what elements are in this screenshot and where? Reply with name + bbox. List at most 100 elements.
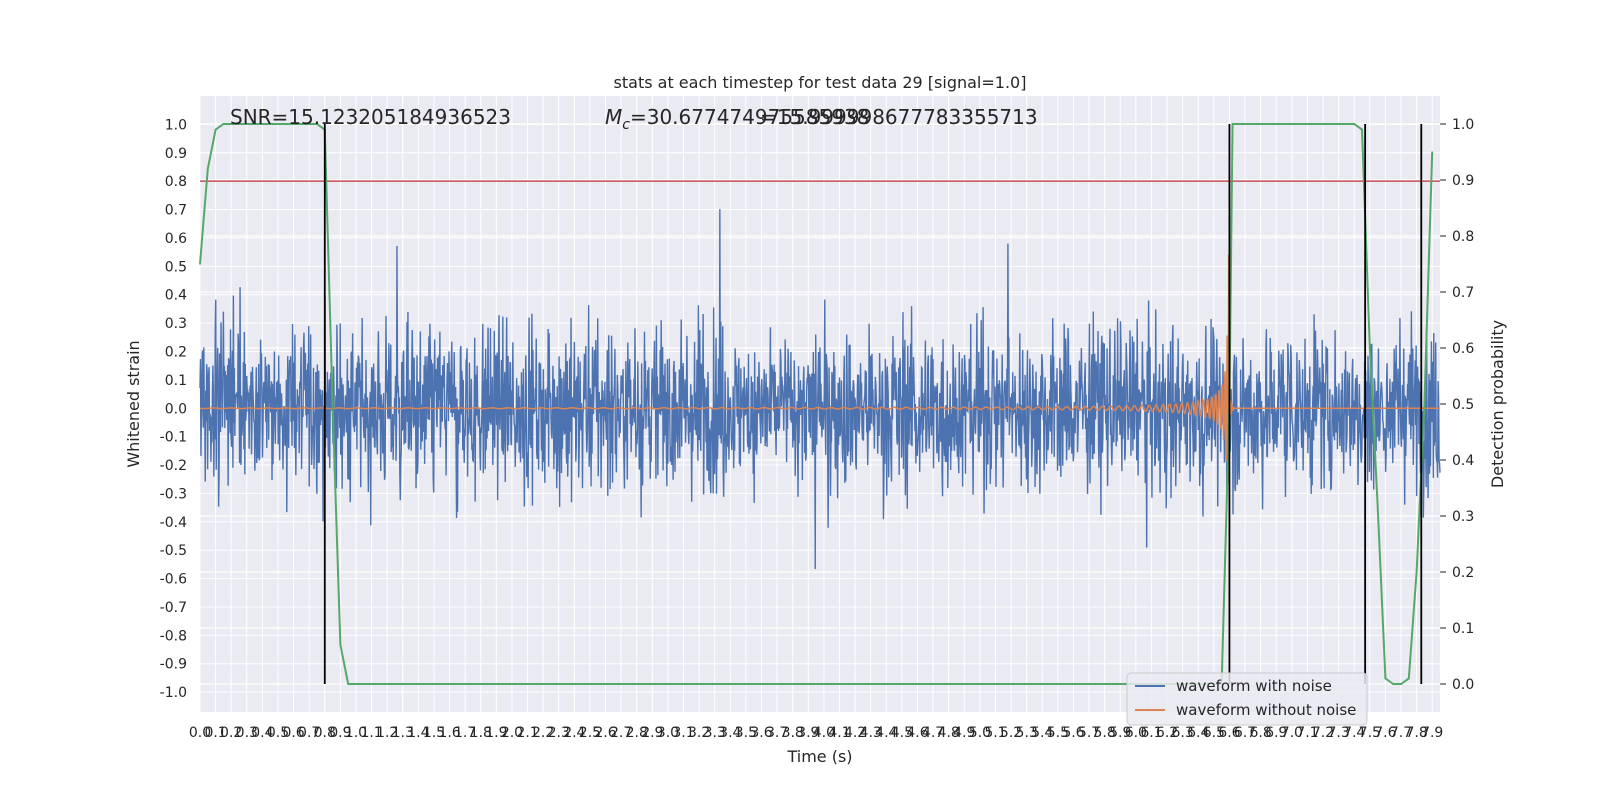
x-tick-label: 2.5: [579, 725, 601, 741]
x-tick-label: 6.3: [1172, 725, 1194, 741]
y-right-tick-label: 0.2: [1452, 565, 1474, 581]
x-tick-label: 0.3: [236, 725, 258, 741]
x-tick-label: 6.7: [1234, 725, 1256, 741]
y-right-tick-label: 1.0: [1452, 117, 1474, 133]
detection-probability-point: [230, 123, 232, 125]
x-tick-label: 3.7: [766, 725, 788, 741]
y-right-tick-label: 0.0: [1452, 677, 1474, 693]
y-tick-labels-right: 1.0 0.9 0.8 0.7 0.6 0.5 0.4 0.3 0.2 0.1 0.0: [1440, 117, 1474, 693]
x-tick-label: 0.6: [282, 725, 304, 741]
x-tick-label: 3.0: [657, 725, 679, 741]
x-tick-label: 1.2: [376, 725, 398, 741]
detection-probability-point: [1415, 571, 1418, 573]
y-right-tick-label: 0.8: [1452, 229, 1474, 245]
detection-probability-point: [1353, 123, 1356, 125]
y-tick-label: -0.8: [160, 628, 187, 644]
x-tick-label: 2.3: [548, 725, 570, 741]
detection-probability-point: [1361, 128, 1363, 131]
x-tick-label: 5.7: [1078, 725, 1100, 741]
detection-probability-point: [316, 123, 318, 125]
detection-probability-point: [206, 168, 209, 170]
x-tick-label: 2.9: [641, 725, 663, 741]
x-tick-label: 4.8: [938, 725, 960, 741]
x-tick-label: 4.7: [922, 725, 944, 741]
detection-probability-point: [1322, 123, 1324, 125]
detection-probability-point: [1244, 123, 1246, 125]
x-tick-label: 0.4: [251, 725, 273, 741]
overlapping-annotation: =15.999998677783355713: [760, 105, 1038, 129]
x-tick-label: 2.8: [626, 725, 648, 741]
y-tick-label: -0.3: [160, 486, 187, 502]
x-axis-label: Time (s): [786, 747, 852, 766]
y-right-tick-label: 0.7: [1452, 285, 1474, 301]
x-tick-label: 7.0: [1281, 725, 1303, 741]
x-tick-label: 7.9: [1421, 725, 1443, 741]
x-tick-label: 1.5: [423, 725, 445, 741]
x-tick-label: 3.1: [672, 725, 694, 741]
y-tick-label: -0.2: [160, 458, 187, 474]
detection-probability-point: [1291, 123, 1293, 125]
x-tick-label: 1.6: [438, 725, 460, 741]
detection-probability-point: [667, 683, 669, 685]
y-tick-label: 0.9: [165, 146, 187, 162]
detection-probability-point: [1231, 123, 1234, 125]
y-tick-label: 0.8: [165, 174, 187, 190]
x-tick-label: 0.1: [204, 725, 226, 741]
x-tick-label: 1.4: [407, 725, 429, 741]
x-tick-label: 2.4: [563, 725, 585, 741]
y-tick-label: 0.3: [165, 316, 187, 332]
x-tick-label: 6.9: [1265, 725, 1287, 741]
chirp-mass-symbol: M: [605, 105, 622, 129]
x-tick-label: 0.7: [298, 725, 320, 741]
detection-probability-point: [1369, 347, 1371, 349]
detection-probability-point: [979, 683, 981, 685]
y-tick-label: 0.7: [165, 203, 187, 219]
detection-probability-point: [214, 128, 217, 131]
x-tick-label: 7.3: [1327, 725, 1349, 741]
x-tick-label: 2.2: [532, 725, 554, 741]
y-right-tick-label: 0.3: [1452, 509, 1474, 525]
x-tick-label: 5.4: [1031, 725, 1053, 741]
x-tick-label: 1.8: [470, 725, 492, 741]
detection-probability-point: [1431, 151, 1434, 153]
event-lines: [323, 124, 1423, 684]
x-tick-label: 1.9: [485, 725, 507, 741]
detection-probability-point: [1384, 677, 1387, 680]
x-tick-label: 7.5: [1359, 725, 1381, 741]
legend-noise-label: waveform with noise: [1176, 677, 1332, 695]
x-tick-label: 6.8: [1249, 725, 1271, 741]
x-tick-label: 5.2: [1000, 725, 1022, 741]
detection-probability-point: [222, 123, 225, 125]
x-tick-label: 0.8: [314, 725, 336, 741]
y-right-tick-label: 0.4: [1452, 453, 1474, 469]
snr-annotation: SNR=15.123205184936523: [230, 105, 511, 129]
detection-probability-point: [261, 123, 264, 125]
x-tick-label: 3.8: [782, 725, 804, 741]
waveform-with-noise-series: [199, 209, 1441, 570]
legend-chirp-label: waveform without noise: [1176, 701, 1356, 719]
x-tick-label: 2.0: [501, 725, 523, 741]
y-tick-label: 0.0: [165, 401, 187, 417]
x-tick-label: 5.3: [1016, 725, 1038, 741]
x-tick-label: 0.5: [267, 725, 289, 741]
x-tick-label: 6.1: [1140, 725, 1162, 741]
detection-probability-point: [511, 683, 513, 685]
detection-probability-point: [1259, 123, 1262, 125]
detection-probability-point: [277, 123, 279, 125]
y-tick-label: -1.0: [160, 685, 187, 701]
x-tick-label: 4.1: [828, 725, 850, 741]
x-tick-labels: 0.00.10.20.30.40.50.60.70.80.91.01.11.21…: [189, 725, 1443, 741]
x-tick-label: 1.0: [345, 725, 367, 741]
detection-probability-point: [1376, 504, 1379, 506]
chirp-mass-value: =30.677474975585938: [630, 105, 869, 129]
x-tick-label: 7.6: [1374, 725, 1396, 741]
x-tick-label: 3.6: [750, 725, 772, 741]
x-tick-label: 7.4: [1343, 725, 1365, 741]
x-tick-label: 7.8: [1405, 725, 1427, 741]
y-right-tick-label: 0.9: [1452, 173, 1474, 189]
detection-probability-point: [245, 123, 248, 125]
x-tick-label: 2.1: [516, 725, 538, 741]
x-tick-label: 7.2: [1312, 725, 1334, 741]
x-tick-label: 3.3: [704, 725, 726, 741]
